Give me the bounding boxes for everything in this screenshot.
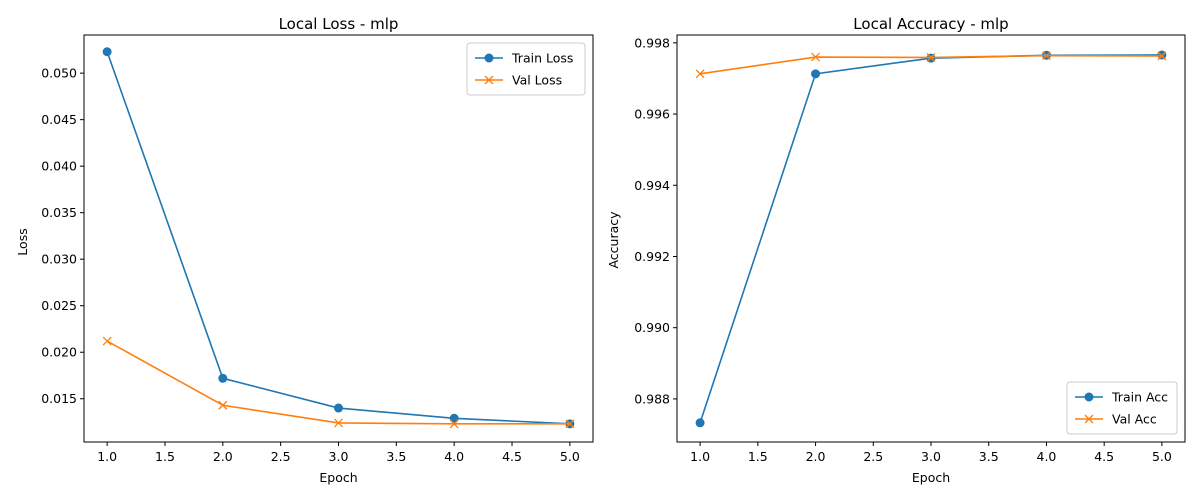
loss-series-1-point xyxy=(449,419,459,429)
loss-ytick-label: 0.050 xyxy=(41,66,77,81)
loss-xtick-label: 5.0 xyxy=(560,449,580,464)
loss-series-1-point-stroke-b xyxy=(334,418,343,428)
accuracy-ytick-label: 0.992 xyxy=(634,249,670,264)
accuracy-chart: Local Accuracy - mlp Epoch Accuracy 1.0 1… xyxy=(606,15,1186,485)
loss-chart-ylabel: Loss xyxy=(15,228,30,255)
accuracy-series-1-point xyxy=(1041,51,1051,61)
loss-xtick-label: 3.5 xyxy=(386,449,406,464)
accuracy-legend-marker-1-stroke-b xyxy=(1084,414,1094,424)
accuracy-xtick-label: 4.5 xyxy=(1094,449,1114,464)
accuracy-ytick-label: 0.996 xyxy=(634,107,670,122)
accuracy-series-1-point-stroke-b xyxy=(811,52,821,62)
loss-legend-marker-0 xyxy=(484,53,494,63)
accuracy-legend: Train Acc Val Acc xyxy=(1066,381,1178,435)
accuracy-series-1-point xyxy=(811,52,821,62)
loss-xtick-label: 4.5 xyxy=(502,449,522,464)
loss-series-1-point xyxy=(334,418,343,428)
loss-series-0-point xyxy=(218,373,228,383)
loss-series-0-line xyxy=(106,51,570,425)
accuracy-series-0-point xyxy=(811,69,821,79)
accuracy-series-1-point-stroke-b xyxy=(926,52,936,62)
loss-series-0-point xyxy=(449,413,459,423)
loss-series-0-point xyxy=(334,403,343,413)
loss-series-1-point xyxy=(102,336,112,346)
loss-legend-label-0: Train Loss xyxy=(511,51,573,66)
loss-series-1-point-stroke-b xyxy=(565,419,575,429)
loss-series-1-point-stroke-b xyxy=(218,400,228,410)
loss-legend-box xyxy=(466,42,586,96)
accuracy-ytick-label: 0.998 xyxy=(634,35,670,50)
loss-xtick-label: 3.0 xyxy=(329,449,349,464)
accuracy-xtick-label: 2.5 xyxy=(863,449,883,464)
accuracy-legend-label-1: Val Acc xyxy=(1112,412,1157,427)
loss-series-1-point xyxy=(565,419,575,429)
loss-chart-title: Local Loss - mlp xyxy=(279,15,399,33)
accuracy-xtick-label: 2.0 xyxy=(806,449,826,464)
loss-xtick-label: 4.0 xyxy=(444,449,464,464)
accuracy-chart-xlabel: Epoch xyxy=(912,470,950,485)
loss-ytick-label: 0.035 xyxy=(41,205,77,220)
loss-ytick-label: 0.020 xyxy=(41,345,77,360)
accuracy-xtick-label: 3.0 xyxy=(921,449,941,464)
loss-axes-frame xyxy=(83,34,594,443)
loss-xtick-label: 1.5 xyxy=(155,449,175,464)
loss-ytick-label: 0.015 xyxy=(41,391,77,406)
loss-xtick-label: 1.0 xyxy=(97,449,117,464)
accuracy-axes-frame xyxy=(676,34,1186,443)
accuracy-legend-box xyxy=(1066,381,1178,435)
accuracy-series-0-point xyxy=(695,418,705,428)
accuracy-ytick-label: 0.990 xyxy=(634,320,670,335)
loss-series-1-point-stroke-b xyxy=(449,419,459,429)
loss-ytick-label: 0.025 xyxy=(41,298,77,313)
accuracy-series-1-point-stroke-b xyxy=(1157,51,1167,61)
accuracy-xtick-label: 1.0 xyxy=(690,449,710,464)
loss-legend-marker-1-stroke-b xyxy=(484,75,494,85)
loss-legend: Train Loss Val Loss xyxy=(466,42,586,96)
loss-chart: Local Loss - mlp Epoch Loss 1.0 1.5 2.0 2.5… xyxy=(15,15,594,485)
accuracy-xtick-label: 4.0 xyxy=(1037,449,1057,464)
accuracy-series-0-point xyxy=(1157,50,1167,60)
accuracy-series-1-point xyxy=(1157,51,1167,61)
loss-chart-xlabel: Epoch xyxy=(319,470,357,485)
accuracy-series-0-line xyxy=(699,54,1162,424)
accuracy-series-1-point-stroke-b xyxy=(695,69,705,79)
accuracy-ytick-label: 0.994 xyxy=(634,178,670,193)
accuracy-legend-marker-0 xyxy=(1084,392,1094,402)
accuracy-ytick-label: 0.988 xyxy=(634,391,670,406)
accuracy-series-1-point-stroke-b xyxy=(1041,51,1051,61)
accuracy-xtick-label: 3.5 xyxy=(979,449,999,464)
accuracy-legend-label-0: Train Acc xyxy=(1111,390,1168,405)
loss-xtick-label: 2.0 xyxy=(213,449,233,464)
loss-ytick-label: 0.045 xyxy=(41,112,77,127)
accuracy-chart-ylabel: Accuracy xyxy=(606,211,621,269)
loss-ytick-label: 0.040 xyxy=(41,159,77,174)
accuracy-xtick-label: 5.0 xyxy=(1152,449,1172,464)
accuracy-legend-marker-1 xyxy=(1084,414,1094,424)
accuracy-series-1-point xyxy=(926,52,936,62)
loss-series-1-point xyxy=(218,400,228,410)
loss-xtick-label: 2.5 xyxy=(271,449,291,464)
loss-series-1-point-stroke-b xyxy=(102,336,112,346)
accuracy-chart-title: Local Accuracy - mlp xyxy=(853,15,1008,33)
loss-legend-marker-1 xyxy=(484,75,494,85)
loss-legend-label-1: Val Loss xyxy=(512,73,562,88)
accuracy-series-1-point xyxy=(695,69,705,79)
loss-ytick-label: 0.030 xyxy=(41,252,77,267)
accuracy-xtick-label: 1.5 xyxy=(748,449,768,464)
loss-series-0-point xyxy=(102,47,112,57)
